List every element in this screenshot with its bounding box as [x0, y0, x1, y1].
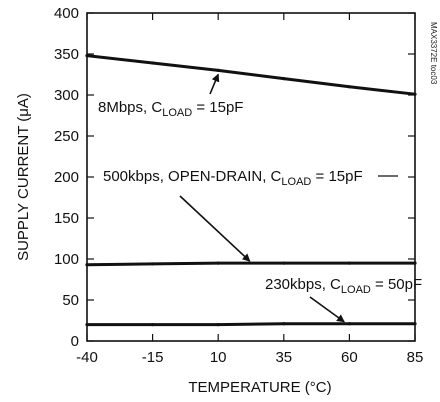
- y-axis-label: SUPPLY CURRENT (μA): [15, 93, 32, 261]
- annotation-label: 230kbps, CLOAD = 50pF: [265, 276, 422, 296]
- data-point: [413, 322, 417, 326]
- annotation-label: 500kbps, OPEN-DRAIN, CLOAD = 15pF: [103, 168, 363, 188]
- y-tick-label: 0: [71, 333, 79, 350]
- figure-id-label: MAX3372E toc03: [429, 22, 438, 85]
- y-tick-label: 200: [54, 169, 79, 186]
- annotation-arrow: [309, 296, 345, 323]
- x-axis-label: TEMPERATURE (°C): [188, 379, 331, 396]
- data-point: [347, 322, 351, 326]
- data-point: [347, 85, 351, 89]
- data-point: [413, 92, 417, 96]
- annotation-arrow: [179, 195, 251, 262]
- data-point: [216, 68, 220, 72]
- annotation-label: 8Mbps, CLOAD = 15pF: [98, 99, 243, 119]
- y-tick-label: 250: [54, 128, 79, 145]
- data-point: [85, 54, 89, 58]
- series-line-1: [86, 54, 416, 96]
- series-line-2: [86, 261, 415, 267]
- data-point: [282, 322, 286, 326]
- y-tick-label: 50: [62, 292, 79, 309]
- x-tick-label: 85: [407, 349, 424, 366]
- data-point: [216, 323, 220, 327]
- y-tick-label: 150: [54, 210, 79, 227]
- series-line-3: [87, 322, 415, 327]
- y-tick-label: 400: [54, 5, 79, 22]
- y-tick-label: 350: [54, 46, 79, 63]
- annotation-arrow: [209, 73, 220, 95]
- data-point: [216, 261, 220, 265]
- x-tick-label: 35: [275, 349, 292, 366]
- data-point: [347, 261, 351, 265]
- x-tick-label: 60: [341, 349, 358, 366]
- y-tick-label: 300: [54, 87, 79, 104]
- data-point: [282, 261, 286, 265]
- x-tick-label: -40: [76, 349, 98, 366]
- data-point: [151, 323, 155, 327]
- data-point: [282, 77, 286, 81]
- data-point: [85, 323, 89, 327]
- data-point: [151, 61, 155, 65]
- data-point: [85, 263, 89, 267]
- x-tick-label: -15: [142, 349, 164, 366]
- data-point: [151, 262, 155, 266]
- data-point: [413, 261, 417, 265]
- y-tick-label: 100: [54, 251, 79, 268]
- x-tick-label: 10: [210, 349, 227, 366]
